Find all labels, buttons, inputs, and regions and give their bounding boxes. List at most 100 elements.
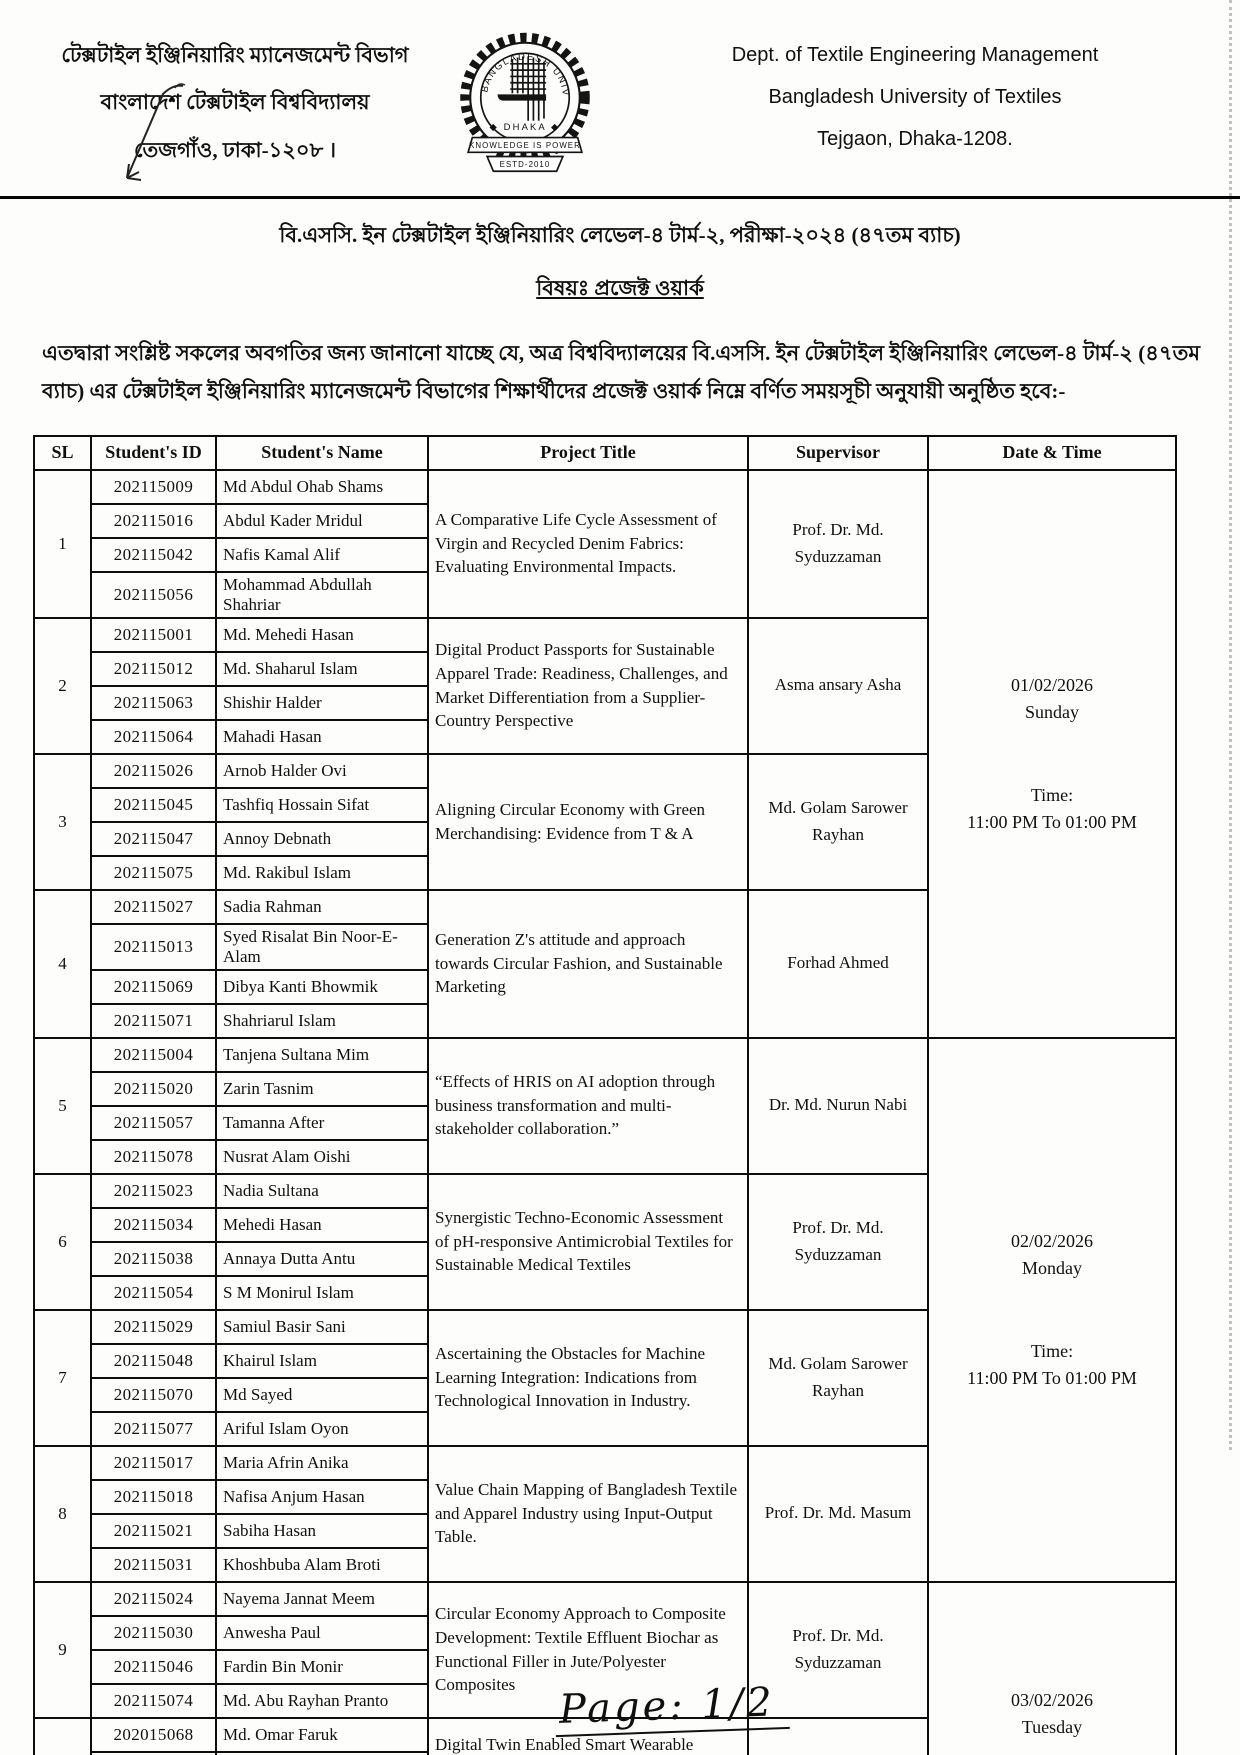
scan-edge-artifact (1229, 0, 1232, 1450)
project-title-cell: Ascertaining the Obstacles for Machine L… (427, 1308, 749, 1447)
logo-motto-text: KNOWLEDGE IS POWER (469, 141, 581, 150)
subject-line: বিষয়ঃ প্রজেক্ট ওয়ার্ক (536, 276, 704, 300)
sl-cell: 4 (33, 888, 92, 1039)
student-name-cell: Maria Afrin Anika (215, 1444, 429, 1481)
day-line: Monday (1022, 1257, 1082, 1278)
supervisor-cell: Dr. Marzia Dulal (747, 1716, 929, 1755)
day-line: Tuesday (1021, 1716, 1083, 1737)
student-name-cell: Annoy Debnath (215, 820, 429, 857)
student-name-cell: Md. Abu Rayhan Pranto (215, 1682, 429, 1719)
document-title: বি.এসসি. ইন টেক্সটাইল ইঞ্জিনিয়ারিং লেভে… (279, 223, 961, 247)
logo-estd-text: ESTD-2010 (500, 160, 551, 169)
student-name-cell: Md. Mehedi Hasan (215, 616, 429, 653)
project-title-cell: Value Chain Mapping of Bangladesh Textil… (427, 1444, 749, 1583)
table-header-row: SL Student's ID Student's Name Project Titl… (33, 434, 1177, 471)
student-name-cell: Md. Rakibul Islam (215, 854, 429, 891)
student-name-cell: Nadia Sultana (215, 1172, 429, 1209)
supervisor-cell: Asma ansary Asha (747, 616, 929, 755)
address-en: Tejgaon, Dhaka-1208. (817, 128, 1013, 150)
student-id-cell: 202115018 (90, 1478, 217, 1515)
student-id-cell: 202115030 (90, 1614, 217, 1651)
date-time-cell: 02/02/2026 Monday Time: 11:00 PM To 01:00 P… (927, 1036, 1177, 1583)
supervisor-cell: Prof. Dr. Md. Syduzzaman (747, 1172, 929, 1311)
supervisor-cell: Prof. Dr. Md. Syduzzaman (747, 1580, 929, 1719)
student-row: 202115020 Zarin Tasnim (34, 1070, 1176, 1107)
date-line: 01/02/2026 (1010, 674, 1093, 695)
project-schedule-table: SL Student's ID Student's Name Project Titl… (33, 434, 1177, 1755)
supervisor-cell: Md. Golam Sarower Rayhan (747, 752, 929, 891)
sl-cell: 8 (33, 1444, 92, 1583)
dept-name-en: Dept. of Textile Engineering Management (731, 44, 1099, 66)
sl-cell: 5 (33, 1036, 92, 1175)
student-id-cell: 202115045 (90, 786, 217, 823)
student-name-cell: Zarin Tasnim (215, 1070, 429, 1107)
student-id-cell: 201915007 (90, 1750, 217, 1755)
student-id-cell: 202115031 (90, 1546, 217, 1583)
student-name-cell: Nafis Kamal Alif (215, 536, 429, 573)
address-bn: তেজগাঁও, ঢাকা-১২০৮ । (134, 137, 336, 162)
student-name-cell: Mohammad Abdullah Shahriar (215, 570, 429, 619)
supervisor-cell: Dr. Md. Nurun Nabi (747, 1036, 929, 1175)
sl-cell: 7 (33, 1308, 92, 1447)
student-id-cell: 202115071 (90, 1002, 217, 1039)
student-row: 202115038 Annaya Dutta Antu (34, 1240, 1176, 1277)
student-name-cell: Anwesha Paul (215, 1614, 429, 1651)
university-name-en: Bangladesh University of Textiles (768, 86, 1062, 108)
project-title-cell: Digital Twin Enabled Smart Wearable AURA… (427, 1716, 749, 1755)
pen-scribble-mark (126, 83, 186, 181)
university-name-bn: বাংলাদেশ টেক্সটাইল বিশ্ববিদ্যালয় (100, 90, 370, 115)
student-id-cell: 202115047 (90, 820, 217, 857)
student-id-cell: 202115017 (90, 1444, 217, 1481)
student-row: 3 202115026 Arnob Halder Ovi Aligning Circu… (33, 752, 1176, 891)
column-header-2: Student's Name (215, 434, 429, 471)
date-time-cell: 01/02/2026 Sunday Time: 11:00 PM To 01:00 P… (927, 468, 1177, 1039)
student-id-cell: 202115021 (90, 1512, 217, 1549)
student-row: 202115018 Nafisa Anjum Hasan (34, 1478, 1176, 1515)
student-id-cell: 202115048 (90, 1342, 217, 1379)
student-row: 4 202115027 Sadia Rahman Generation Z's att… (33, 888, 1176, 1039)
student-row: 202115069 Dibya Kanti Bhowmik (34, 968, 1176, 1005)
student-id-cell: 202115013 (90, 922, 217, 971)
project-title-cell: Synergistic Techno-Economic Assessment o… (427, 1172, 749, 1311)
student-row: 202115013 Syed Risalat Bin Noor-E-Alam (34, 922, 1176, 971)
time-gap (935, 1282, 1169, 1338)
date-line: 02/02/2026 (1010, 1230, 1093, 1251)
shuttle-icon (497, 94, 547, 101)
student-row: 202115064 Mahadi Hasan (34, 718, 1176, 755)
student-name-cell: Dibya Kanti Bhowmik (215, 968, 429, 1005)
student-name-cell: Arnob Halder Ovi (215, 752, 429, 789)
student-id-cell: 202115029 (90, 1308, 217, 1345)
student-id-cell: 202115054 (90, 1274, 217, 1311)
student-name-cell: Shahriarul Islam (215, 1002, 429, 1039)
supervisor-cell: Prof. Dr. Md. Masum (747, 1444, 929, 1583)
student-name-cell: Md. Omar Faruk (215, 1716, 429, 1753)
student-name-cell: Annaya Dutta Antu (215, 1240, 429, 1277)
student-name-cell: Khoshbuba Alam Broti (215, 1546, 429, 1583)
student-row: 202115046 Fardin Bin Monir (34, 1648, 1176, 1685)
date-line: 03/02/2026 (1010, 1689, 1093, 1710)
student-row: 5 202115004 Tanjena Sultana Mim “Effects of… (33, 1036, 1177, 1583)
student-id-cell: 202115034 (90, 1206, 217, 1243)
supervisor-cell: Prof. Dr. Md. Syduzzaman (747, 468, 929, 619)
project-title-cell: Digital Product Passports for Sustainabl… (427, 616, 749, 755)
student-name-cell: Nayema Jannat Meem (215, 1580, 429, 1617)
student-name-cell: Samiul Basir Sani (215, 1308, 429, 1345)
student-row: 202115070 Md Sayed (34, 1376, 1176, 1413)
student-row: 201915007Warday Sarkar (34, 1750, 1176, 1755)
student-id-cell: 202115012 (90, 650, 217, 687)
student-row: 202115012 Md. Shaharul Islam (34, 650, 1176, 687)
student-row: 202115016 Abdul Kader Mridul (34, 502, 1176, 539)
project-title-cell: Generation Z's attitude and approach tow… (427, 888, 749, 1039)
student-id-cell: 202115020 (90, 1070, 217, 1107)
student-name-cell: Fardin Bin Monir (215, 1648, 429, 1685)
student-name-cell: Mahadi Hasan (215, 718, 429, 755)
sl-cell: 6 (33, 1172, 92, 1311)
letterhead-bengali-block: টেক্সটাইল ইঞ্জিনিয়ারিং ম্যানেজমেন্ট বিভ… (40, 26, 430, 174)
student-row: 202115077 Ariful Islam Oyon (34, 1410, 1176, 1447)
student-row: 202115071 Shahriarul Islam (34, 1002, 1176, 1039)
student-name-cell: Syed Risalat Bin Noor-E-Alam (215, 922, 429, 971)
project-title-cell: A Comparative Life Cycle Assessment of V… (427, 468, 749, 619)
student-id-cell: 202115009 (90, 468, 217, 505)
